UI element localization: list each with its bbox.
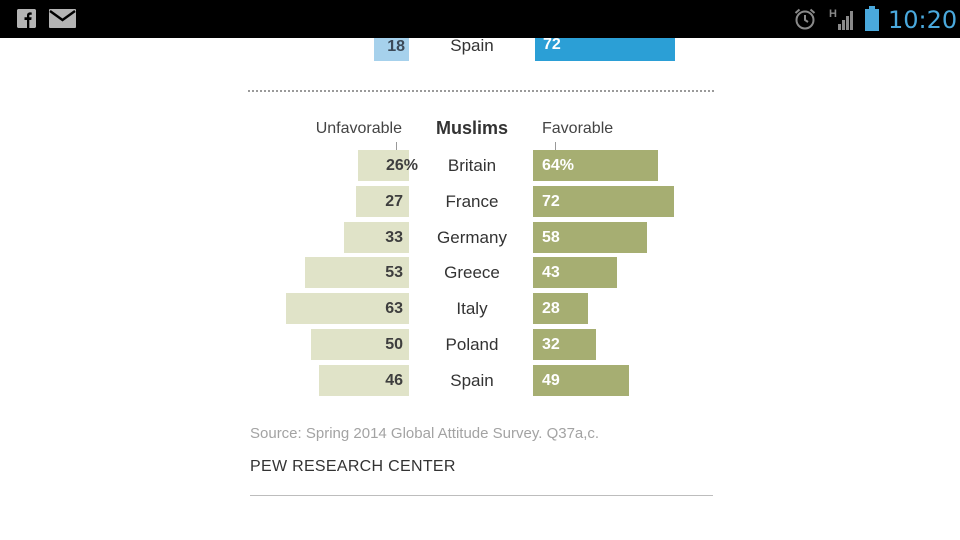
favorable-header: Favorable: [542, 120, 614, 137]
signal-icon: H: [829, 6, 857, 37]
facebook-icon[interactable]: [17, 9, 36, 28]
section-divider: [248, 90, 714, 92]
favorable-bar-britain: [533, 150, 658, 181]
favorable-value-germany: 58: [542, 229, 560, 246]
country-label-spain: Spain: [450, 371, 494, 390]
country-label-france: France: [445, 192, 499, 211]
unfavorable-bar-britain: [358, 150, 409, 181]
prev-favorable-bar: [535, 38, 675, 61]
clock: 10:20: [888, 6, 958, 34]
country-label-germany: Germany: [437, 228, 507, 247]
unfavorable-header-tick: [396, 142, 397, 150]
unfavorable-bar-italy: [286, 293, 409, 324]
unfavorable-bar-poland: [311, 329, 409, 360]
prev-unfavorable-value: 18: [387, 38, 405, 55]
prev-unfavorable-bar: [374, 38, 409, 61]
favorable-value-greece: 43: [542, 264, 560, 281]
favorable-value-france: 72: [542, 193, 560, 210]
country-label-britain: Britain: [447, 156, 497, 175]
unfavorable-bar-greece: [305, 257, 409, 288]
chart-title: Muslims: [435, 118, 509, 138]
country-label-italy: Italy: [456, 299, 488, 318]
unfavorable-value-france: 27: [385, 193, 403, 210]
network-type-label: H: [829, 8, 837, 20]
unfavorable-bar-germany: [344, 222, 409, 253]
battery-icon: [864, 6, 880, 37]
unfavorable-header: Unfavorable: [315, 120, 402, 137]
favorable-bar-poland: [533, 329, 596, 360]
bottom-divider: [250, 495, 713, 496]
country-label-poland: Poland: [445, 335, 499, 354]
favorable-value-italy: 28: [542, 300, 560, 317]
country-label-greece: Greece: [444, 263, 500, 282]
organization-name: PEW RESEARCH CENTER: [250, 458, 456, 475]
favorable-header-tick: [555, 142, 556, 150]
favorable-bar-germany: [533, 222, 647, 253]
favorable-value-poland: 32: [542, 336, 560, 353]
favorable-bar-spain: [533, 365, 629, 396]
favorable-bar-greece: [533, 257, 617, 288]
prev-favorable-value: 72: [543, 36, 561, 53]
unfavorable-value-greece: 53: [385, 264, 403, 281]
favorable-value-spain: 49: [542, 372, 560, 389]
unfavorable-value-poland: 50: [385, 336, 403, 353]
favorable-bar-italy: [533, 293, 588, 324]
unfavorable-bar-france: [356, 186, 409, 217]
unfavorable-value-germany: 33: [385, 229, 403, 246]
status-bar: H 10:20: [0, 0, 960, 38]
mail-icon[interactable]: [49, 9, 76, 33]
unfavorable-bar-spain: [319, 365, 409, 396]
unfavorable-value-spain: 46: [385, 372, 403, 389]
unfavorable-value-italy: 63: [385, 300, 403, 317]
source-note: Source: Spring 2014 Global Attitude Surv…: [250, 425, 600, 442]
favorable-value-britain: 64%: [542, 157, 575, 174]
unfavorable-value-britain: 26%: [385, 157, 418, 174]
prev-country-label: Spain: [450, 36, 494, 55]
favorable-bar-france: [533, 186, 674, 217]
alarm-icon: [793, 7, 817, 36]
